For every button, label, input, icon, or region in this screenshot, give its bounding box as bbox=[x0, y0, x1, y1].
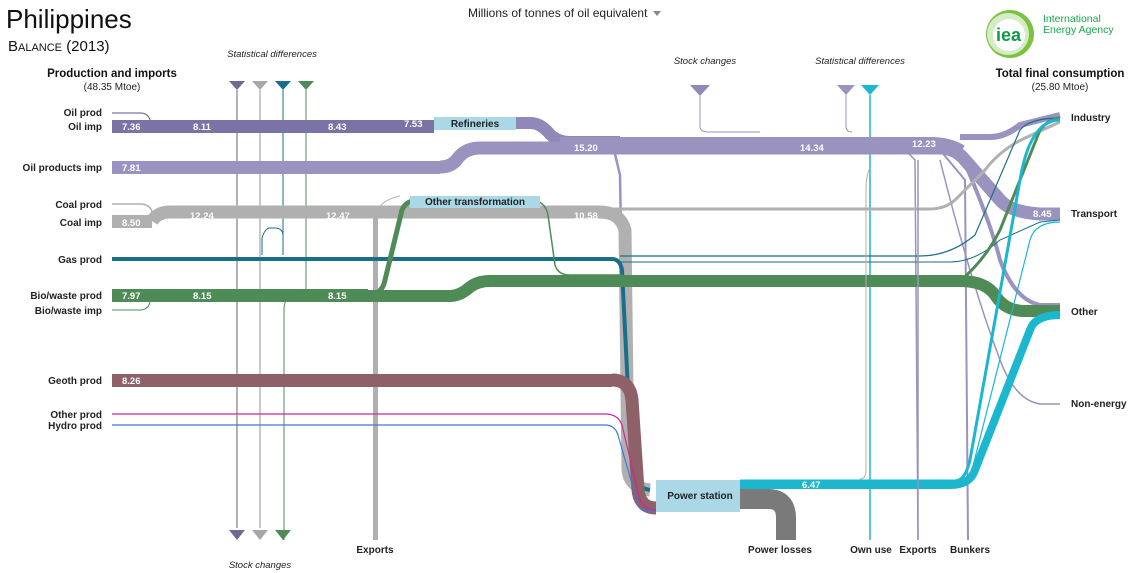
power-station-node bbox=[656, 480, 740, 512]
logo-text-line2: Energy Agency bbox=[1043, 24, 1114, 36]
value-coal-imp: 8.50 bbox=[122, 218, 141, 229]
sink-label-non-energy: Non-energy bbox=[1071, 399, 1127, 410]
source-label-other-prod: Other prod bbox=[50, 410, 102, 421]
sink-label-industry: Industry bbox=[1071, 113, 1111, 124]
gas-flows bbox=[112, 117, 1061, 492]
value-oil-products-mid: 15.20 bbox=[574, 143, 598, 154]
value-oil-products-imp: 7.81 bbox=[122, 163, 141, 174]
renewable-flows bbox=[112, 373, 657, 515]
logo-mark: iea bbox=[996, 25, 1022, 45]
logo-text-line1: International bbox=[1043, 13, 1101, 25]
power-station-flows bbox=[656, 118, 1061, 540]
value-bio-prod: 7.97 bbox=[122, 291, 141, 302]
source-label-oil-prod: Oil prod bbox=[64, 108, 102, 119]
sink-label-other: Other bbox=[1071, 307, 1098, 318]
logo-text: International Energy Agency bbox=[1043, 14, 1114, 36]
value-oil-imp: 7.36 bbox=[122, 122, 141, 133]
stock-marker-top bbox=[690, 85, 760, 133]
unit-dropdown[interactable]: Millions of tonnes of oil equivalent bbox=[468, 6, 662, 20]
stock-changes-label-top: Stock changes bbox=[674, 56, 737, 67]
value-transport: 8.45 bbox=[1033, 209, 1052, 220]
source-label-coal-imp: Coal imp bbox=[60, 218, 102, 229]
value-coal-mid2: 12.47 bbox=[326, 211, 350, 222]
unit-dropdown-label: Millions of tonnes of oil equivalent bbox=[468, 6, 648, 20]
stat-diff-markers-left bbox=[229, 81, 314, 540]
chevron-down-icon bbox=[653, 10, 662, 16]
power-station-label: Power station bbox=[667, 491, 733, 502]
statistical-differences-label-right: Statistical differences bbox=[815, 56, 905, 67]
value-coal-mid1: 12.24 bbox=[190, 211, 214, 222]
production-imports-header: Production and imports bbox=[47, 68, 177, 80]
value-power-out: 6.47 bbox=[802, 480, 821, 491]
value-oil-products-mid2: 14.34 bbox=[800, 143, 824, 154]
exports-right-label: Exports bbox=[899, 545, 937, 556]
sink-label-transport: Transport bbox=[1071, 209, 1118, 220]
source-label-gas-prod: Gas prod bbox=[58, 255, 102, 266]
statistical-differences-label-left: Statistical differences bbox=[227, 49, 317, 60]
final-consumption-header: Total final consumption bbox=[996, 68, 1125, 80]
other-transformation-label: Other transformation bbox=[425, 197, 525, 208]
page-title: Philippines bbox=[6, 4, 132, 34]
own-use-label: Own use bbox=[850, 545, 892, 556]
refineries-label: Refineries bbox=[451, 119, 500, 130]
source-label-bio-prod: Bio/waste prod bbox=[30, 291, 102, 302]
value-bio-mid2: 8.15 bbox=[328, 291, 347, 302]
page-subtitle: Balance (2013) bbox=[8, 38, 110, 55]
source-label-hydro-prod: Hydro prod bbox=[48, 421, 102, 432]
exports-label: Exports bbox=[356, 545, 394, 556]
value-oil-ref-in: 7.53 bbox=[404, 119, 423, 130]
stat-diff-markers-right bbox=[837, 85, 879, 540]
final-consumption-total: (25.80 Mtoe) bbox=[1032, 82, 1089, 93]
bunkers-label: Bunkers bbox=[950, 545, 990, 556]
production-imports-total: (48.35 Mtoe) bbox=[84, 82, 141, 93]
other-transformation-node bbox=[410, 196, 540, 208]
iea-logo: iea bbox=[986, 10, 1034, 58]
value-oil-mid1: 8.11 bbox=[193, 122, 212, 133]
value-geoth-prod: 8.26 bbox=[122, 376, 141, 387]
source-label-bio-imp: Bio/waste imp bbox=[35, 306, 102, 317]
value-bio-mid1: 8.15 bbox=[193, 291, 212, 302]
source-label-coal-prod: Coal prod bbox=[55, 200, 102, 211]
source-label-geoth-prod: Geoth prod bbox=[48, 376, 102, 387]
stock-changes-label-bottom: Stock changes bbox=[229, 560, 292, 571]
value-oil-mid2: 8.43 bbox=[328, 122, 347, 133]
source-label-oil-products-imp: Oil products imp bbox=[23, 163, 102, 174]
value-coal-mid3: 10.58 bbox=[574, 211, 598, 222]
power-losses-label: Power losses bbox=[748, 545, 812, 556]
refineries-node bbox=[434, 117, 516, 130]
source-label-oil-imp: Oil imp bbox=[68, 122, 102, 133]
value-oil-products-mid3: 12.23 bbox=[912, 139, 936, 150]
